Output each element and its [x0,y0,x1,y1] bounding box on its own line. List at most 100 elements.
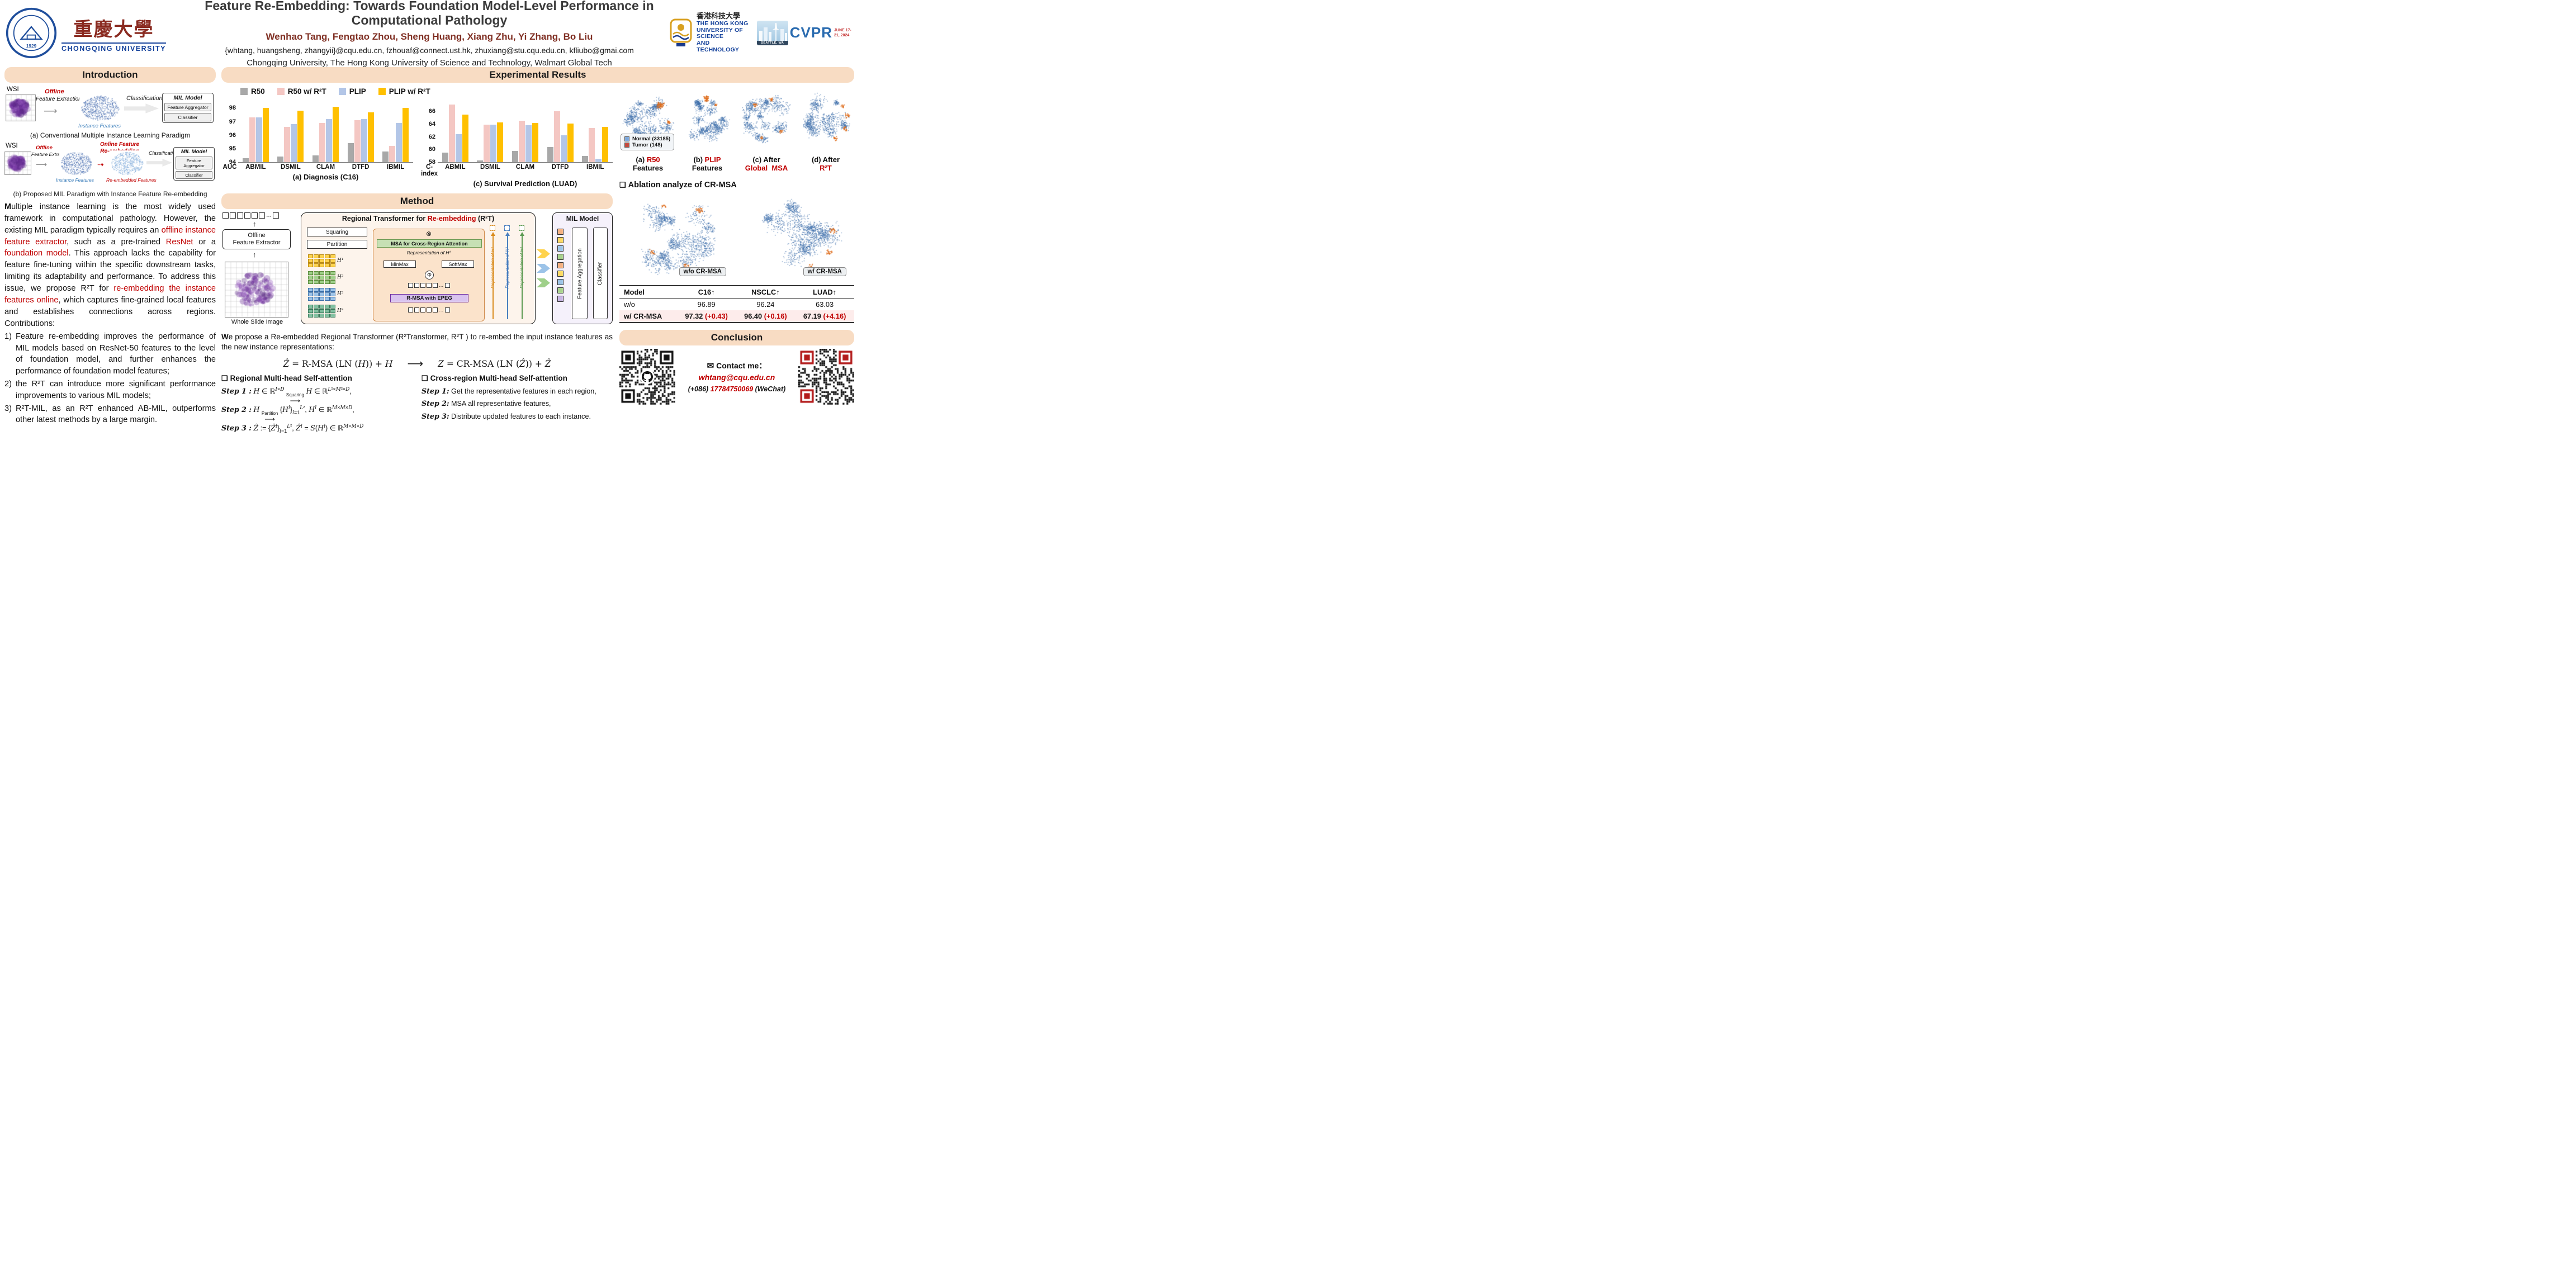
equation-crmsa: Z = CR-MSA (LN (Ẑ)) + Ẑ [438,358,551,369]
chart-plot-c16: 94 95 96 97 98 [229,100,413,165]
ablation-title: Ablation analyze of CR-MSA [628,180,737,190]
x-label-CLAM: CLAM [515,164,535,171]
bar-PLIP-IBMIL [396,123,402,162]
region-label-h1: H¹ [337,258,344,263]
conclusion-header: Conclusion [619,329,854,345]
y-tick-58: 58 [428,159,435,165]
tsne-caption-global-msa: (c) After Global MSA [745,155,788,172]
chart-diagnosis-c16: 94 95 96 97 98 AUC ABMIL DSMIL CLAM DTFD IBMIL (a… [221,100,413,188]
experimental-results-header: Experimental Results [221,67,854,83]
tumor-swatch [624,142,629,148]
bar-PLIP-w-R-T-IBMIL [402,108,409,162]
bar-R50-DSMIL [477,160,484,162]
bar-PLIP-w-R-T-CLAM [532,122,538,162]
minmax-box: MinMax [383,261,416,268]
bar-PLIP-CLAM [525,125,532,162]
ablation-title-row: ❑ Ablation analyze of CR-MSA [619,181,854,190]
regional-step-2: Step 2 : H Partition ⟶ {Hl}l=1L², Hl ∈ ℝM… [221,405,354,423]
phi-node: Φ [425,271,434,280]
bar-PLIP-DTFD [361,119,367,162]
bar-PLIP-DSMIL [490,125,497,162]
rmsa-epeg-box: R-MSA with EPEG [390,294,468,302]
method-body-text: We propose a Re-embedded Regional Transf… [221,333,613,352]
representation-h3-arrow: Representation of H³ [504,225,510,319]
feature-aggregator-box-b: Feature Aggregator [176,157,212,169]
mil-model-title-a: MIL Model [173,94,202,101]
bar-charts: 94 95 96 97 98 AUC ABMIL DSMIL CLAM DTFD IBMIL (a… [221,100,613,188]
representation-h2-arrow: Representation of H² [490,225,495,319]
reembedded-features-label: Re-embedded Features [106,177,157,183]
figure-b-caption: (b) Proposed MIL Paradigm with Instance … [13,190,207,198]
arrow-b1: ⟶ [36,160,48,169]
mil-model-box: MIL Model Feature Aggregation Classifier [552,212,613,324]
bar-group-DTFD [343,100,378,162]
tsne-caption-r50: (a) R50 Features [632,155,664,172]
method-diagram: … ↑ Offline Feature Extractor ↑ Whole Sli… [221,212,613,329]
bar-R50-CLAM [512,150,518,162]
otimes-icon: ⊗ [425,230,432,238]
cvpr-dates: JUNE 17-21, 2024 [834,28,851,37]
axis-label-AUC: AUC [222,164,237,171]
affiliations: Chongqing University, The Hong Kong Univ… [247,58,612,68]
bar-PLIP-DTFD [560,135,567,162]
instance-features-label-b: Instance Features [56,177,94,183]
tsne-legend: Normal (33185) Tumor (148) [621,133,675,150]
offline-label-a: Offline [45,88,64,95]
legend-swatch [240,88,248,95]
tumor-legend-label: Tumor (148) [632,141,662,148]
authors: Wenhao Tang, Fengtao Zhou, Sheng Huang, … [266,31,593,42]
bar-R50-ABMIL [442,153,448,162]
tsne-caption-r2t: (d) After R²T [811,155,840,172]
regional-transformer-box: Regional Transformer for Re-embedding (R… [301,212,536,324]
ablation-table-header-row: Model C16↑ NSCLC↑ LUAD↑ [619,285,854,299]
chart-plot-luad: 58 60 62 64 66 [429,100,613,165]
hkust-name-zh: 香港科技大學 [697,12,741,21]
bar-R50-DTFD [547,146,553,162]
softmax-box: SoftMax [442,261,474,268]
x-label-DSMIL: DSMIL [480,164,500,171]
region-label-h3: H³ [337,291,344,297]
cqu-seal-icon: 1929 [6,7,57,59]
wsi-label-b: WSI [6,143,18,149]
wsi-label-a: WSI [7,86,19,93]
y-tick-96: 96 [229,131,236,139]
legend-swatch [277,88,285,95]
normal-legend-label: Normal (33185) [632,135,671,142]
tsne-plot-global-msa [738,86,795,152]
mil-model-title: MIL Model [566,215,599,222]
bar-R50-w-R-T-CLAM [518,121,525,162]
tsne-feature-plots: Normal (33185) Tumor (148) (a) R50 Featur… [619,86,854,173]
bar-PLIP-w-R-T-CLAM [332,107,339,162]
instance-features-label-a: Instance Features [78,123,121,129]
bar-R50-IBMIL [382,151,389,162]
bar-group-ABMIL [238,100,273,162]
x-label-DSMIL: DSMIL [281,164,301,171]
cqu-logo: 1929 重慶大學 CHONGQING UNIVERSITY [6,7,190,59]
chart-caption-luad: (c) Survival Prediction (LUAD) [473,179,577,188]
bar-R50-CLAM [312,155,319,162]
x-label-DTFD: DTFD [352,164,370,171]
mil-model-box-a: MIL Model Feature Aggregator Classifier [162,93,214,123]
bar-group-ABMIL [438,100,473,162]
contribution-item-2: the R²T can introduce more significant p… [4,378,216,400]
method-header: Method [221,193,613,209]
bar-R50-w-R-T-ABMIL [448,104,455,162]
classifier-vertical-box: Classifier [593,228,608,319]
instance-features-scatter-a [79,94,121,122]
cvpr-name: CVPR [789,24,832,41]
representation-h1-label: Representation of H¹ [406,250,451,255]
tsne-plot-r2t [797,86,854,152]
bar-group-DTFD [543,100,578,162]
bar-R50-w-R-T-DTFD [553,111,560,162]
token-row-bottom: … [373,307,484,312]
cross-region-msa-box: MSA for Cross-Region Attention [377,239,482,248]
figure-proposed-mil: WSI Offline Feature Extraction ⟶ Instanc… [4,141,216,190]
representation-h3-label: Representation of H³ [505,247,510,288]
feature-aggregation-box: Feature Aggregation [572,228,588,319]
hkust-logo: 香港科技大學 THE HONG KONG UNIVERSITY OF SCIEN… [669,12,754,53]
regional-step-1: Step 1 : H ∈ ℝI×D Squaring ⟶ H ∈ ℝL²×M²×D… [221,386,352,405]
feature-aggregator-box-a: Feature Aggregator [164,103,211,111]
classification-arrow-b [146,158,172,167]
token-row-mid: … [373,283,484,288]
equation-arrow: ⟶ [407,358,424,371]
